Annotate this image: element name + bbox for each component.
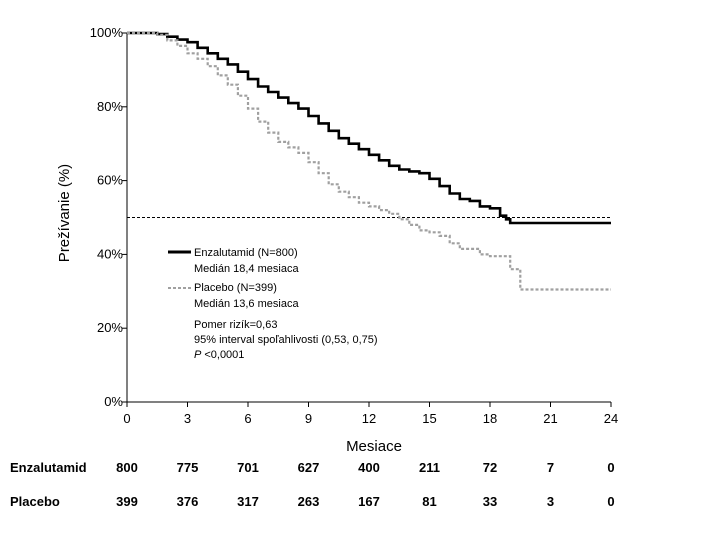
legend-hazard-ratio: Pomer rizík=0,63 — [194, 319, 277, 331]
series-group — [127, 31, 611, 291]
x-tick-label: 24 — [604, 411, 618, 426]
y-tick-label: 60% — [97, 173, 123, 188]
legend-label-placebo: Placebo (N=399) — [194, 282, 277, 294]
at-risk-value: 775 — [177, 460, 199, 475]
legend: Enzalutamid (N=800) Medián 18,4 mesiaca … — [168, 247, 378, 361]
at-risk-value: 0 — [607, 494, 614, 509]
y-tick-label: 0% — [104, 394, 123, 409]
y-tick-label: 80% — [97, 99, 123, 114]
x-tick-label: 0 — [123, 411, 130, 426]
at-risk-value: 263 — [298, 494, 320, 509]
x-tick-label: 3 — [184, 411, 191, 426]
at-risk-value: 3 — [547, 494, 554, 509]
x-tick-label: 9 — [305, 411, 312, 426]
y-tick-label: 20% — [97, 320, 123, 335]
legend-p-number: <0,0001 — [204, 349, 244, 361]
x-axis-title: Mesiace — [346, 438, 402, 455]
at-risk-value: 317 — [237, 494, 259, 509]
x-tick-label: 12 — [362, 411, 376, 426]
legend-label-enzalutamid: Enzalutamid (N=800) — [194, 247, 298, 259]
at-risk-value: 376 — [177, 494, 199, 509]
at-risk-value: 81 — [422, 494, 436, 509]
y-tick-label: 40% — [97, 246, 123, 261]
y-axis-title: Prežívanie (%) — [56, 164, 73, 262]
at-risk-value: 167 — [358, 494, 380, 509]
at-risk-value: 211 — [419, 460, 440, 475]
at-risk-table: Enzalutamid 800 775 701 627 400 211 72 7 0 Placebo… — [10, 460, 615, 509]
at-risk-value: 701 — [237, 460, 259, 475]
x-tick-label: 6 — [244, 411, 251, 426]
legend-median-enzalutamid: Medián 18,4 mesiaca — [194, 263, 299, 275]
legend-p-letter: P — [194, 349, 202, 361]
at-risk-value: 33 — [483, 494, 497, 509]
at-risk-label-placebo: Placebo — [10, 494, 60, 509]
x-tick-label: 21 — [543, 411, 557, 426]
at-risk-value: 72 — [483, 460, 497, 475]
at-risk-value: 7 — [547, 460, 554, 475]
axes: 0% 20% 40% 60% 80% 100% 0 3 6 9 12 15 18 21 24 — [90, 25, 618, 426]
at-risk-value: 800 — [116, 460, 138, 475]
x-tick-label: 18 — [483, 411, 497, 426]
legend-confidence-interval: 95% interval spoľahlivosti (0,53, 0,75) — [194, 334, 378, 346]
series-line-enzalutamid — [127, 31, 611, 225]
legend-p-value: P <0,0001 — [194, 349, 244, 361]
at-risk-value: 627 — [298, 460, 320, 475]
at-risk-value: 400 — [358, 460, 380, 475]
at-risk-value: 399 — [116, 494, 138, 509]
y-tick-label: 100% — [90, 25, 124, 40]
x-tick-label: 15 — [422, 411, 436, 426]
legend-median-placebo: Medián 13,6 mesiaca — [194, 298, 299, 310]
at-risk-value: 0 — [607, 460, 614, 475]
at-risk-label-enzalutamid: Enzalutamid — [10, 460, 87, 475]
series-line-placebo — [127, 31, 611, 291]
